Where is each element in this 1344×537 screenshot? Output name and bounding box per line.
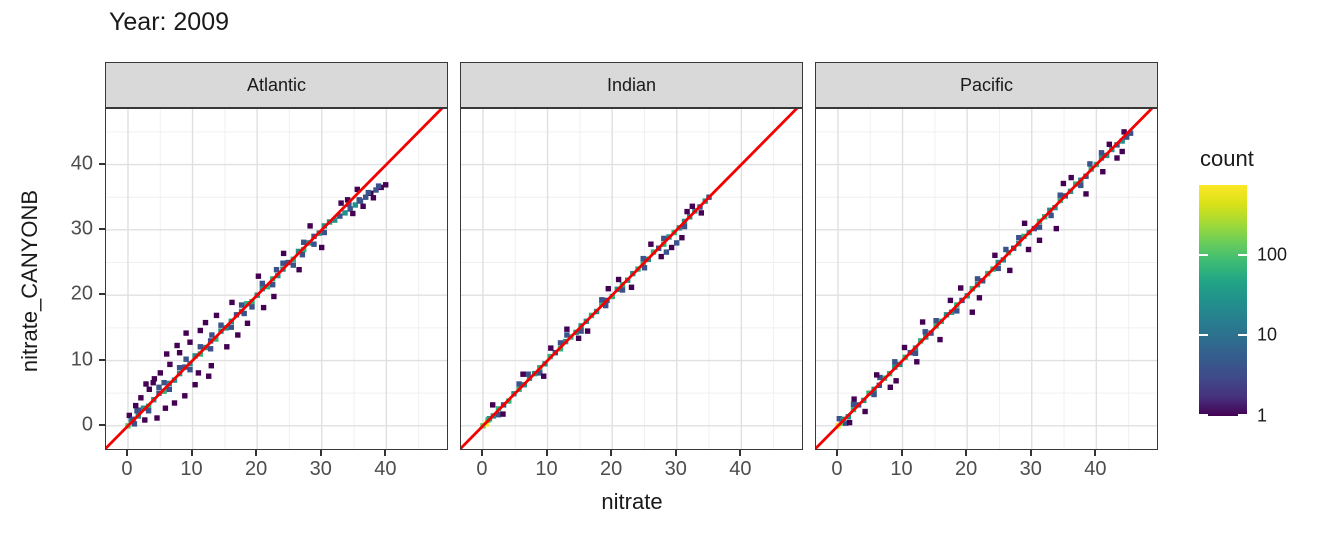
bin2d-plot-pacific [816,109,1157,449]
x-tick-label: 20 [955,458,978,480]
x-tick-mark [319,450,322,456]
x-tick-label: 40 [374,458,397,480]
y-tick-mark [99,227,105,230]
x-tick-label: 10 [890,458,913,480]
legend-tick-label: 100 [1257,244,1288,265]
x-tick-label: 0 [476,458,488,480]
legend-tick-mark [1238,253,1247,256]
facet-strip-atlantic: Atlantic [105,62,448,108]
legend-colorbar [1199,185,1247,416]
x-tick-mark [900,450,903,456]
legend-tick-label: 1 [1257,405,1268,426]
y-tick-mark [99,358,105,361]
legend-title: count [1200,146,1254,171]
x-tick-label: 30 [309,458,332,480]
legend-tick-mark [1238,333,1247,336]
x-tick-mark [1029,450,1032,456]
x-tick-mark [255,450,258,456]
legend-tick-mark [1238,414,1247,416]
facet-panel-indian [460,108,803,450]
x-tick-label: 10 [535,458,558,480]
x-tick-mark [835,450,838,456]
y-tick-mark [99,293,105,296]
x-tick-mark [1094,450,1097,456]
x-tick-label: 30 [664,458,687,480]
x-tick-mark [739,450,742,456]
y-tick-label: 30 [70,217,93,240]
x-tick-mark [674,450,677,456]
bin2d-plot-atlantic [106,109,447,449]
y-tick-label: 0 [81,413,93,436]
y-tick-mark [99,423,105,426]
facet-panel-pacific [815,108,1158,450]
legend-tick-mark [1199,414,1208,416]
page-title: Year: 2009 [109,8,230,36]
x-tick-label: 30 [1019,458,1042,480]
x-tick-mark [384,450,387,456]
legend-tick-mark [1199,333,1208,336]
x-tick-label: 20 [245,458,268,480]
facet-strip-indian: Indian [460,62,803,108]
x-tick-mark [190,450,193,456]
x-tick-mark [545,450,548,456]
y-tick-mark [99,162,105,165]
x-tick-label: 20 [600,458,623,480]
x-tick-label: 10 [180,458,203,480]
x-tick-mark [965,450,968,456]
y-tick-label: 40 [70,152,93,175]
x-tick-mark [480,450,483,456]
x-tick-label: 40 [729,458,752,480]
y-tick-label: 10 [70,348,93,371]
x-tick-mark [610,450,613,456]
y-axis-title: nitrate_CANYONB [17,189,42,373]
legend-tick-label: 10 [1257,324,1278,345]
bin2d-plot-indian [461,109,802,449]
x-tick-label: 0 [121,458,133,480]
facet-panel-atlantic [105,108,448,450]
x-axis-title: nitrate [601,489,663,514]
y-tick-label: 20 [70,282,93,305]
legend-tick-mark [1199,253,1208,256]
x-tick-mark [125,450,128,456]
facet-strip-pacific: Pacific [815,62,1158,108]
x-tick-label: 40 [1084,458,1107,480]
x-tick-label: 0 [831,458,843,480]
